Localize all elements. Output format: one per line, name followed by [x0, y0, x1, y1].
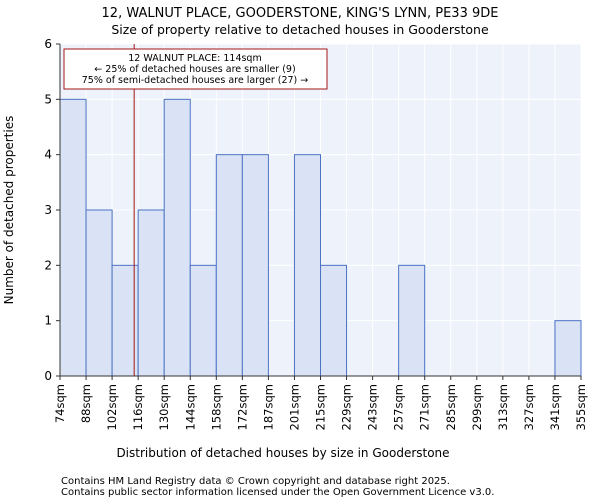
- y-tick-label: 1: [44, 314, 52, 328]
- x-tick-label: 172sqm: [235, 384, 249, 430]
- y-tick-label: 5: [44, 92, 52, 106]
- x-tick-label: 116sqm: [131, 384, 145, 430]
- x-tick-label: 215sqm: [314, 384, 328, 430]
- y-tick-label: 6: [44, 37, 52, 51]
- x-tick-label: 144sqm: [183, 384, 197, 430]
- annotation-line-3: 75% of semi-detached houses are larger (…: [82, 75, 309, 86]
- y-tick-label: 3: [44, 203, 52, 217]
- x-tick-label: 187sqm: [261, 384, 275, 430]
- x-axis-label: Distribution of detached houses by size …: [116, 446, 449, 460]
- x-tick-label: 229sqm: [340, 384, 354, 430]
- x-tick-label: 243sqm: [366, 384, 380, 430]
- bar: [241, 154, 269, 377]
- annotation-line-2: ← 25% of detached houses are smaller (9): [94, 64, 295, 75]
- bar: [554, 320, 582, 377]
- x-tick-label: 158sqm: [209, 384, 223, 430]
- bar: [293, 154, 322, 377]
- bar: [137, 209, 165, 377]
- bars: [59, 98, 582, 377]
- x-ticks: 74sqm 88sqm 102sqm 116sqm 130sqm 144sqm 158sqm…: [53, 376, 588, 430]
- y-ticks: 0 1 2 3 4 5 6: [44, 37, 60, 383]
- footer-line-1: Contains HM Land Registry data © Crown c…: [61, 476, 450, 487]
- bar: [320, 264, 348, 377]
- y-tick-label: 4: [44, 148, 52, 162]
- annotation-line-1: 12 WALNUT PLACE: 114sqm: [128, 53, 261, 64]
- bar: [163, 98, 191, 377]
- bar: [59, 98, 87, 377]
- bar: [85, 209, 113, 377]
- x-tick-label: 201sqm: [287, 384, 301, 430]
- chart-title: 12, WALNUT PLACE, GOODERSTONE, KING'S LY…: [102, 6, 499, 21]
- bar: [398, 264, 426, 377]
- y-tick-label: 0: [44, 369, 52, 383]
- bar: [189, 264, 217, 377]
- x-tick-label: 341sqm: [548, 384, 562, 430]
- x-tick-label: 313sqm: [496, 384, 510, 430]
- x-tick-label: 257sqm: [392, 384, 406, 430]
- x-tick-label: 327sqm: [522, 384, 536, 430]
- x-tick-label: 130sqm: [157, 384, 171, 430]
- chart-subtitle: Size of property relative to detached ho…: [111, 22, 489, 37]
- y-tick-label: 2: [44, 258, 52, 272]
- x-tick-label: 299sqm: [470, 384, 484, 430]
- x-tick-label: 88sqm: [79, 384, 93, 423]
- footer-line-2: Contains public sector information licen…: [61, 487, 494, 498]
- x-tick-label: 74sqm: [53, 384, 67, 423]
- y-axis-label: Number of detached properties: [2, 116, 16, 305]
- x-tick-label: 271sqm: [418, 384, 432, 430]
- x-tick-label: 355sqm: [574, 384, 588, 430]
- annotation-box: 12 WALNUT PLACE: 114sqm ← 25% of detache…: [63, 48, 328, 90]
- bar: [215, 154, 243, 377]
- x-tick-label: 102sqm: [105, 384, 119, 430]
- x-tick-label: 285sqm: [444, 384, 458, 430]
